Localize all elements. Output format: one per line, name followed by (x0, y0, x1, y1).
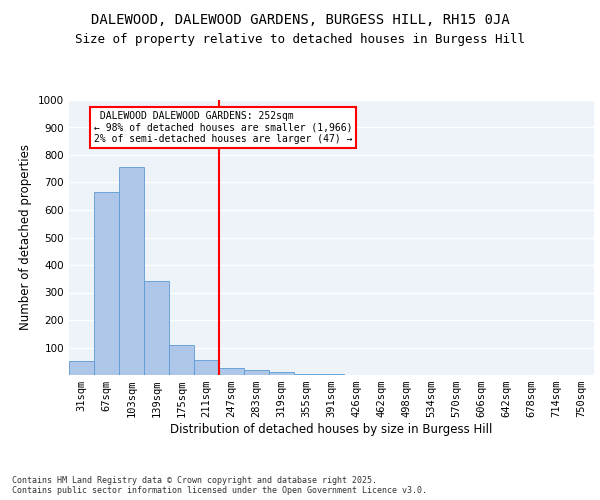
Bar (69, 361, 94, 375)
X-axis label: Distribution of detached houses by size in Burgess Hill: Distribution of detached houses by size … (170, 423, 493, 436)
Bar (269, 372, 294, 375)
Text: Contains HM Land Registry data © Crown copyright and database right 2025.
Contai: Contains HM Land Registry data © Crown c… (12, 476, 427, 495)
Bar (244, 370, 269, 375)
Bar (294, 374, 319, 375)
Text: DALEWOOD, DALEWOOD GARDENS, BURGESS HILL, RH15 0JA: DALEWOOD, DALEWOOD GARDENS, BURGESS HILL… (91, 12, 509, 26)
Text: DALEWOOD DALEWOOD GARDENS: 252sqm
← 98% of detached houses are smaller (1,966)
2: DALEWOOD DALEWOOD GARDENS: 252sqm ← 98% … (94, 111, 353, 144)
Text: Size of property relative to detached houses in Burgess Hill: Size of property relative to detached ho… (75, 32, 525, 46)
Y-axis label: Number of detached properties: Number of detached properties (19, 144, 32, 330)
Bar (194, 360, 219, 375)
Bar (94, 192, 119, 375)
Bar (319, 374, 344, 375)
Bar (119, 167, 144, 375)
Bar (219, 368, 244, 375)
Bar (169, 345, 194, 375)
Bar (144, 280, 169, 375)
